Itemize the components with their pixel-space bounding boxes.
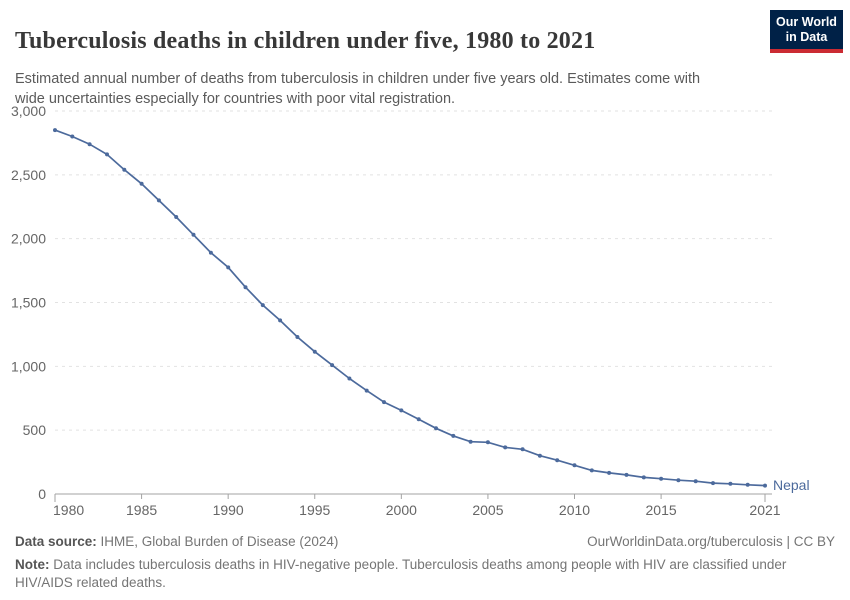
x-tick-label: 2000 bbox=[386, 502, 417, 518]
footer-note-value: Data includes tuberculosis deaths in HIV… bbox=[15, 557, 787, 591]
data-point[interactable] bbox=[537, 453, 542, 458]
data-point[interactable] bbox=[174, 215, 179, 219]
x-tick-label: 1980 bbox=[53, 502, 84, 518]
data-point[interactable] bbox=[416, 417, 421, 422]
series-entity-label[interactable]: Nepal bbox=[773, 477, 810, 493]
data-point[interactable] bbox=[468, 439, 473, 444]
data-point[interactable] bbox=[243, 285, 248, 290]
data-point[interactable] bbox=[278, 318, 283, 323]
data-point[interactable] bbox=[53, 128, 57, 133]
owid-logo-text: Our World in Data bbox=[770, 10, 843, 49]
data-point[interactable] bbox=[156, 198, 161, 203]
y-tick-label: 1,000 bbox=[11, 358, 46, 374]
data-point[interactable] bbox=[87, 142, 92, 147]
data-point[interactable] bbox=[693, 479, 698, 484]
data-point[interactable] bbox=[485, 440, 490, 445]
page-title: Tuberculosis deaths in children under fi… bbox=[15, 28, 596, 55]
owid-logo[interactable]: Our World in Data bbox=[770, 10, 843, 53]
x-tick-label: 1985 bbox=[126, 502, 157, 518]
line-series[interactable] bbox=[54, 129, 766, 487]
data-point[interactable] bbox=[382, 400, 386, 405]
y-tick-label: 3,000 bbox=[11, 103, 46, 119]
y-tick-label: 500 bbox=[23, 422, 47, 438]
data-point[interactable] bbox=[399, 408, 404, 413]
chart-footer: Data source: IHME, Global Burden of Dise… bbox=[15, 533, 835, 593]
data-point[interactable] bbox=[745, 482, 750, 487]
y-tick-label: 2,000 bbox=[11, 231, 46, 247]
data-point[interactable] bbox=[139, 181, 144, 186]
y-tick-label: 0 bbox=[38, 486, 46, 502]
data-point[interactable] bbox=[347, 376, 352, 381]
y-tick-label: 1,500 bbox=[11, 295, 46, 311]
data-source-label: Data source: bbox=[15, 534, 97, 549]
data-point[interactable] bbox=[122, 167, 127, 172]
data-source-value: IHME, Global Burden of Disease (2024) bbox=[96, 534, 339, 549]
footer-note: Note: Data includes tuberculosis deaths … bbox=[15, 556, 835, 592]
owid-logo-line2: in Data bbox=[785, 29, 828, 44]
x-tick-label: 1995 bbox=[299, 502, 330, 518]
data-point[interactable] bbox=[434, 426, 438, 431]
data-point[interactable] bbox=[364, 388, 369, 393]
data-point[interactable] bbox=[260, 303, 265, 308]
data-point[interactable] bbox=[330, 363, 335, 368]
owid-logo-line1: Our World bbox=[776, 15, 837, 30]
data-point[interactable] bbox=[226, 265, 231, 270]
data-point[interactable] bbox=[763, 483, 767, 488]
data-point[interactable] bbox=[503, 445, 508, 450]
footer-note-label: Note: bbox=[15, 557, 50, 573]
data-point[interactable] bbox=[676, 478, 681, 483]
x-tick-label: 2021 bbox=[749, 502, 780, 518]
data-point[interactable] bbox=[312, 349, 317, 354]
line-chart[interactable]: 0 500 1,000 1,500 2,000 2,500 3,000 1980 1985 199… bbox=[0, 95, 850, 527]
data-point[interactable] bbox=[607, 470, 612, 475]
x-tick-label: 2005 bbox=[472, 502, 503, 518]
data-point[interactable] bbox=[520, 447, 525, 452]
data-point[interactable] bbox=[728, 481, 733, 486]
data-point[interactable] bbox=[659, 476, 664, 481]
x-tick-label: 1990 bbox=[213, 502, 244, 518]
data-point[interactable] bbox=[295, 335, 300, 339]
data-point[interactable] bbox=[70, 134, 75, 139]
data-point[interactable] bbox=[105, 152, 109, 157]
data-point[interactable] bbox=[589, 468, 594, 473]
chart-subtitle: Estimated annual number of deaths from t… bbox=[15, 70, 701, 108]
data-point[interactable] bbox=[191, 232, 196, 237]
data-point[interactable] bbox=[555, 458, 560, 463]
data-point[interactable] bbox=[711, 481, 715, 486]
data-source: Data source: IHME, Global Burden of Dise… bbox=[15, 533, 338, 551]
y-tick-label: 2,500 bbox=[11, 167, 46, 183]
x-tick-label: 2010 bbox=[559, 502, 590, 518]
data-point[interactable] bbox=[641, 475, 646, 480]
data-point[interactable] bbox=[624, 472, 629, 477]
owid-logo-stripe bbox=[770, 49, 843, 53]
data-point[interactable] bbox=[208, 250, 213, 255]
data-point[interactable] bbox=[572, 463, 577, 468]
data-point[interactable] bbox=[451, 433, 456, 438]
x-tick-label: 2015 bbox=[646, 502, 677, 518]
footer-link[interactable]: OurWorldinData.org/tuberculosis | CC BY bbox=[587, 534, 835, 549]
